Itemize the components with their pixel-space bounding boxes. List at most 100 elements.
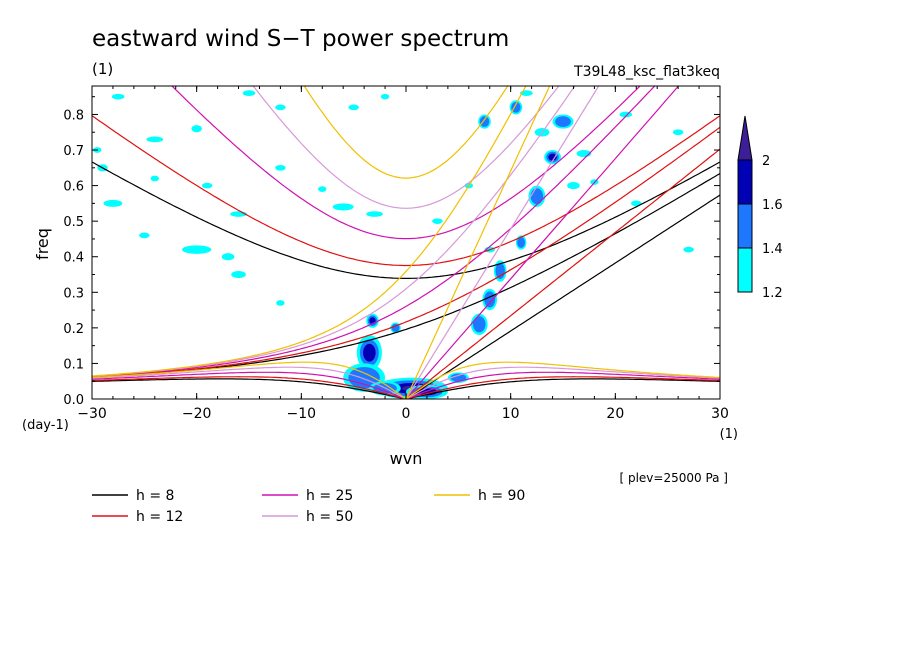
noise-patch: [332, 203, 354, 211]
y-tick-label: 0.2: [63, 322, 84, 337]
spectral-blob: [363, 343, 376, 362]
x-unit-label: (1): [720, 427, 738, 442]
noise-patches: [93, 90, 694, 306]
colorbar-label: 1.6: [762, 198, 783, 213]
y-tick-label: 0.8: [63, 108, 84, 123]
noise-patch: [221, 253, 235, 261]
y-tick-label: 0.0: [63, 393, 84, 408]
chart-title: eastward wind S−T power spectrum: [92, 26, 509, 52]
pressure-annotation: [ plev=25000 Pa ]: [619, 471, 728, 485]
y-axis-label: freq: [33, 228, 52, 260]
dispersion-curve-mrg: [92, 86, 576, 377]
dispersion-curve-rossby: [92, 371, 720, 399]
subtitle-left: (1): [92, 60, 113, 78]
plot-frame: [91, 85, 721, 400]
dispersion-curves: [92, 86, 720, 399]
y-tick-label: 0.5: [63, 215, 84, 230]
spectral-blob: [472, 316, 486, 333]
x-tick-label: 10: [502, 406, 520, 422]
legend-label: h = 8: [136, 488, 174, 504]
dispersion-curve-kelvin: [405, 148, 720, 399]
spectral-blob: [479, 116, 490, 127]
dispersion-curve-mrg: [92, 126, 720, 378]
noise-patch: [348, 104, 359, 111]
spectral-blob: [348, 366, 380, 389]
noise-patch: [103, 199, 123, 207]
noise-patch: [191, 125, 202, 133]
colorbar-label: 2: [762, 154, 770, 169]
colorbar: 1.2 1.4 1.6 2: [737, 115, 783, 301]
colorbar-segment: [737, 247, 753, 293]
spectral-blob: [511, 102, 521, 113]
colorbar-segment: [737, 159, 753, 205]
noise-patch: [567, 182, 580, 190]
spectral-blob: [484, 291, 496, 308]
noise-patch: [318, 186, 327, 192]
colorbar-label: 1.4: [762, 242, 783, 257]
noise-patch: [146, 136, 164, 143]
spectral-blob: [495, 262, 505, 279]
noise-patch: [275, 104, 286, 111]
subtitle-right: T39L48_ksc_flat3keq: [573, 64, 720, 80]
legend: h = 8 h = 12 h = 25 h = 50 h = 90: [92, 488, 525, 525]
noise-patch: [672, 129, 684, 136]
dispersion-curve-rossby: [92, 378, 720, 399]
noise-patch: [111, 93, 125, 100]
y-unit-label: (day-1): [22, 418, 69, 433]
legend-label: h = 12: [136, 509, 183, 525]
dispersion-curve-rossby: [92, 366, 720, 399]
x-tick-label: 0: [402, 406, 411, 422]
dispersion-curve-gravity: [252, 86, 560, 209]
noise-patch: [276, 300, 285, 306]
x-tick-label: −30: [77, 406, 107, 422]
spectral-blob: [450, 373, 467, 382]
spectral-blob: [530, 188, 544, 205]
x-axis-label: wvn: [390, 449, 423, 468]
dispersion-curve-kelvin: [405, 86, 600, 399]
colorbar-arrow: [737, 115, 753, 161]
dispersion-curve-gravity: [303, 86, 509, 179]
noise-patch: [182, 245, 212, 254]
spectral-blob: [555, 116, 571, 127]
dispersion-curve-rossby: [92, 361, 720, 399]
dispersion-curve-rossby: [92, 376, 720, 399]
legend-label: h = 25: [306, 488, 353, 504]
dispersion-curve-kelvin: [405, 86, 551, 399]
noise-patch: [380, 93, 390, 100]
dispersion-curve-gravity: [171, 86, 641, 240]
x-tick-label: 30: [711, 406, 729, 422]
noise-patch: [201, 182, 213, 189]
y-tick-label: 0.3: [63, 286, 84, 301]
dispersion-curve-mrg: [92, 172, 720, 379]
y-tick-label: 0.6: [63, 180, 84, 195]
dispersion-curve-gravity: [92, 115, 720, 267]
x-tick-label: −20: [182, 406, 212, 422]
noise-patch: [275, 164, 286, 171]
noise-patch: [242, 90, 256, 96]
noise-patch: [432, 218, 443, 225]
x-tick-label: 20: [606, 406, 624, 422]
noise-patch: [150, 175, 159, 182]
noise-patch: [139, 232, 150, 239]
dispersion-curve-kelvin: [405, 194, 720, 399]
dispersion-curve-mrg: [92, 86, 656, 378]
dispersion-curve-gravity: [92, 161, 720, 279]
colorbar-label: 1.2: [762, 286, 783, 301]
axes: −30 −20 −10 0 10 20 30 0.0 0.1 0.2 0.3 0.4 0.5 0.6 0.7…: [63, 86, 729, 422]
spectral-blob: [548, 153, 557, 161]
spectral-blobs: [343, 100, 574, 399]
noise-patch: [366, 211, 383, 217]
noise-patch: [683, 246, 694, 253]
x-tick-label: −10: [287, 406, 317, 422]
y-tick-label: 0.7: [63, 144, 84, 159]
y-tick-label: 0.4: [63, 251, 84, 266]
spectral-blob: [517, 237, 526, 248]
legend-label: h = 90: [478, 488, 525, 504]
noise-patch: [631, 200, 642, 207]
dispersion-curve-mrg: [92, 86, 527, 377]
legend-label: h = 50: [306, 509, 353, 525]
colorbar-segment: [737, 203, 753, 249]
dispersion-curve-kelvin: [405, 86, 680, 399]
noise-patch: [231, 270, 246, 279]
